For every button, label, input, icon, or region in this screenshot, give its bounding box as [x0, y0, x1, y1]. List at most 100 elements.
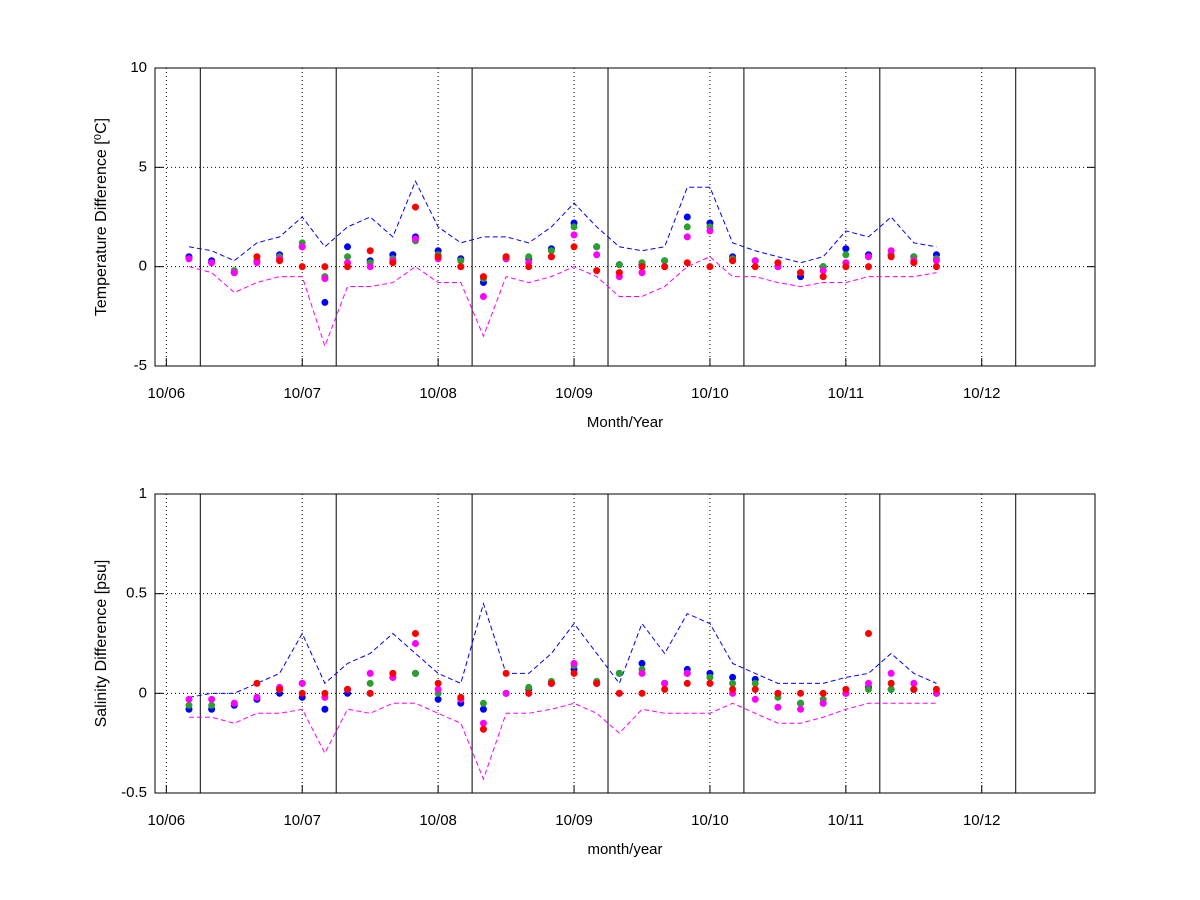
data-point — [547, 247, 555, 255]
envelope-line — [188, 702, 937, 781]
data-point — [298, 243, 306, 251]
data-point — [253, 679, 261, 687]
data-point — [864, 679, 872, 687]
data-point — [208, 259, 216, 267]
data-point — [479, 699, 487, 707]
y-axis-label: Temperature Difference [⁰C] — [93, 118, 110, 316]
y-tick-label: 5 — [139, 158, 147, 175]
x-tick-label: 10/12 — [963, 385, 1001, 402]
data-point — [615, 689, 623, 697]
envelope-line — [188, 180, 937, 264]
data-point — [479, 725, 487, 733]
data-point — [525, 253, 533, 261]
x-tick-label: 10/07 — [283, 812, 321, 829]
data-point — [253, 253, 261, 261]
x-tick-label: 10/11 — [828, 385, 864, 402]
x-tick-label: 10/12 — [963, 812, 1001, 829]
data-point — [797, 689, 805, 697]
data-point — [797, 269, 805, 277]
data-point — [276, 257, 284, 265]
data-point — [525, 689, 533, 697]
data-point — [479, 273, 487, 281]
data-point — [638, 659, 646, 667]
data-point — [683, 233, 691, 241]
data-point — [547, 679, 555, 687]
data-point — [593, 679, 601, 687]
data-point — [615, 669, 623, 677]
axes-box — [154, 493, 1096, 794]
data-point — [344, 685, 352, 693]
y-tick-label: -0.5 — [121, 784, 147, 801]
data-point — [434, 679, 442, 687]
data-point — [638, 263, 646, 271]
data-point — [729, 685, 737, 693]
data-point — [411, 640, 419, 647]
data-point — [366, 669, 374, 677]
data-point — [479, 705, 487, 713]
data-point — [819, 689, 827, 697]
y-tick-label: 10 — [130, 59, 147, 76]
x-tick-label: 10/08 — [419, 385, 457, 402]
data-point — [276, 685, 284, 693]
x-tick-label: 10/11 — [828, 812, 864, 829]
data-point — [729, 257, 737, 265]
data-point — [638, 269, 646, 277]
data-point — [864, 253, 872, 261]
data-point — [502, 689, 510, 697]
data-point — [253, 693, 261, 701]
data-point — [321, 263, 329, 271]
x-tick-label: 10/06 — [148, 385, 186, 402]
data-point — [298, 679, 306, 687]
data-point — [230, 699, 238, 707]
data-point — [819, 267, 827, 275]
data-point — [502, 253, 510, 261]
data-point — [570, 659, 578, 667]
y-tick-label: 0 — [139, 684, 147, 701]
x-tick-label: 10/10 — [691, 812, 729, 829]
data-point — [230, 269, 238, 277]
data-point — [298, 263, 306, 271]
data-point — [321, 298, 329, 306]
data-point — [729, 673, 737, 681]
data-point — [389, 669, 397, 677]
data-point — [661, 679, 669, 687]
y-tick-label: 1 — [139, 485, 147, 502]
data-point — [185, 701, 193, 709]
x-tick-label: 10/08 — [419, 812, 457, 829]
data-point — [932, 263, 940, 271]
data-point — [615, 269, 623, 277]
data-point — [751, 695, 759, 703]
y-axis-label: Salinity Difference [psu] — [93, 560, 110, 728]
data-point — [457, 257, 465, 265]
data-point — [389, 259, 397, 267]
data-point — [774, 259, 782, 267]
data-point — [434, 685, 442, 693]
data-point — [683, 223, 691, 231]
data-point — [570, 243, 578, 251]
data-point — [344, 253, 352, 261]
x-axis-label: month/year — [587, 841, 662, 858]
data-point — [321, 689, 329, 697]
data-point — [457, 693, 465, 701]
data-point — [706, 227, 714, 235]
data-point — [570, 231, 578, 239]
y-tick-label: 0.5 — [126, 585, 147, 602]
x-axis-label: Month/Year — [587, 414, 663, 431]
data-point — [751, 263, 759, 271]
data-point — [842, 245, 850, 253]
data-point — [842, 685, 850, 693]
data-point — [434, 253, 442, 261]
data-point — [887, 247, 895, 255]
data-point — [683, 259, 691, 267]
data-point — [570, 669, 578, 677]
data-point — [751, 685, 759, 693]
data-point — [321, 275, 329, 283]
data-point — [661, 263, 669, 271]
data-point — [910, 685, 918, 693]
data-point — [774, 689, 782, 697]
data-point — [366, 689, 374, 697]
data-point — [457, 263, 465, 271]
data-point — [253, 259, 261, 267]
data-point — [864, 685, 872, 693]
data-point — [887, 685, 895, 693]
